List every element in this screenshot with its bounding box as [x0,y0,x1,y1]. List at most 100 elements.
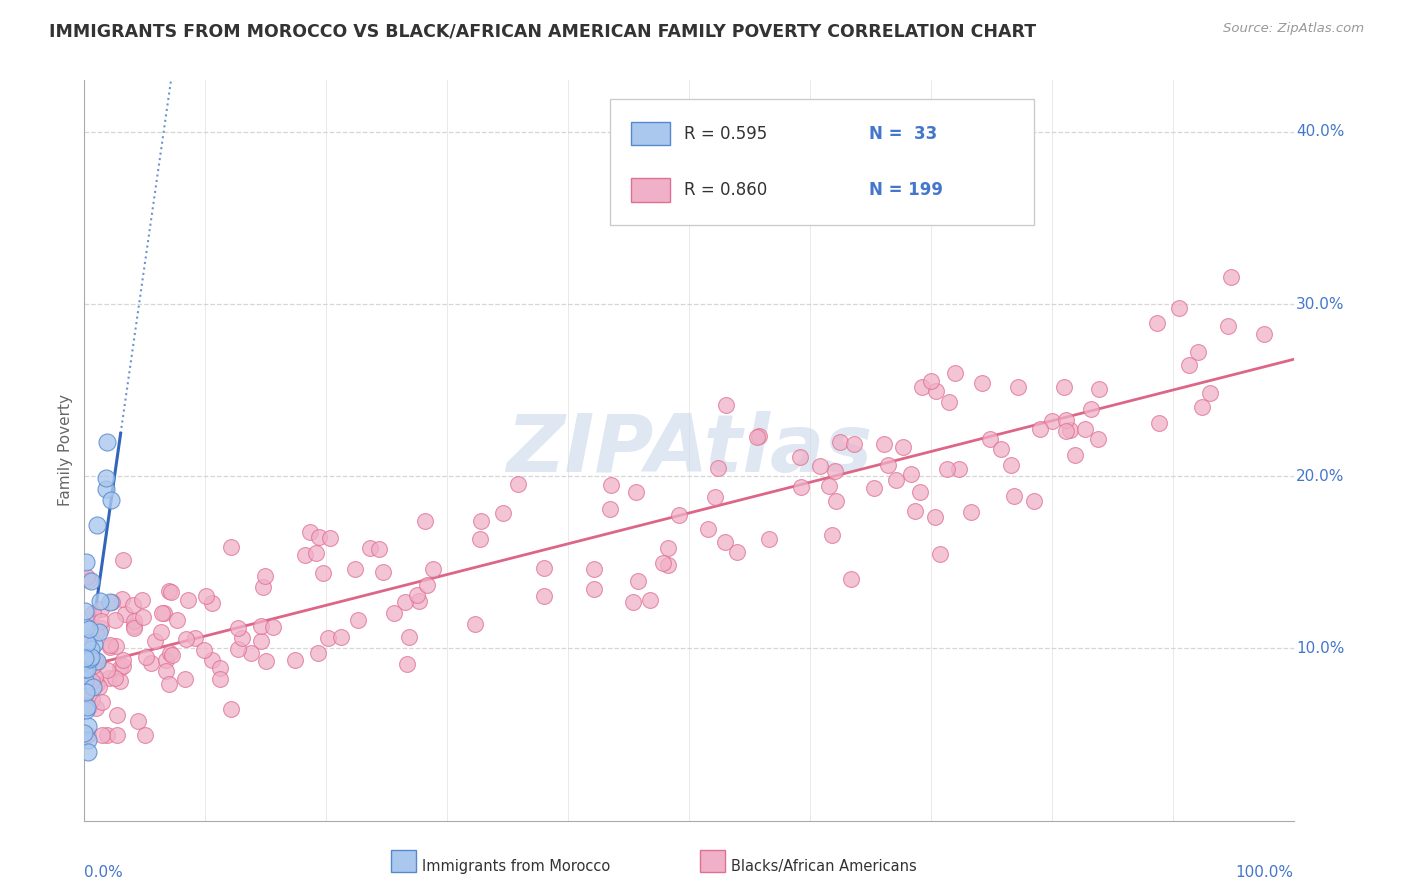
Point [153,607,176,621]
Point [307,646,329,660]
Point [75,685,97,699]
Point [1177,358,1199,372]
Point [359,541,381,556]
Point [150,606,173,620]
Point [90,727,112,741]
Point [842,437,865,451]
Point [329,630,352,644]
Point [174,632,197,647]
Point [668,508,690,523]
Point [131,592,153,607]
Point [75,702,97,716]
Point [177,592,200,607]
Point [124,619,146,633]
Point [1199,386,1222,401]
Point [208,661,231,675]
Point [201,596,224,610]
Point [1000,458,1022,472]
Point [790,480,813,494]
Point [862,482,884,496]
Point [82,674,104,689]
Point [1054,425,1077,439]
Point [904,504,927,518]
Point [347,613,370,627]
Point [75,689,97,703]
Point [583,562,606,576]
Point [110,661,132,675]
Point [600,478,623,492]
Point [86,626,108,640]
Point [1187,344,1209,359]
Point [75,604,97,618]
Point [97,671,120,685]
Point [77,622,100,636]
Point [193,643,215,657]
Text: Source: ZipAtlas.com: Source: ZipAtlas.com [1223,22,1364,36]
Point [704,491,727,505]
Point [96,434,118,449]
Point [80,574,103,588]
Bar [631,121,669,145]
Point [77,727,100,741]
Point [80,649,103,664]
Point [972,376,994,390]
Text: N =  33: N = 33 [869,125,938,143]
Point [77,634,100,648]
Point [96,727,118,741]
Point [96,664,118,678]
Point [98,638,121,652]
Point [1080,401,1102,416]
Point [84,652,107,666]
Point [73,726,96,740]
Point [877,458,900,472]
Point [900,467,922,481]
Point [249,634,271,648]
Point [80,692,103,706]
Point [84,701,107,715]
Text: 30.0%: 30.0% [1296,297,1344,311]
Point [160,585,183,599]
Point [745,429,768,443]
Point [84,670,107,684]
Point [283,653,305,667]
Point [100,492,122,507]
Point [240,646,263,660]
Point [408,594,430,608]
Point [76,745,98,759]
Point [111,592,134,607]
Point [82,606,104,620]
Point [112,553,135,567]
Bar [631,178,669,202]
Point [82,680,104,694]
Point [319,531,342,545]
Point [228,621,250,635]
Point [159,646,181,660]
Point [75,654,97,668]
Point [98,640,121,655]
Point [1191,401,1213,415]
Text: R = 0.595: R = 0.595 [685,125,768,143]
Point [231,631,253,645]
Text: Blacks/African Americans: Blacks/African Americans [731,859,917,873]
Point [105,707,128,722]
Point [76,727,98,741]
Point [127,714,149,729]
Point [155,653,177,667]
Point [638,592,661,607]
Point [84,677,107,691]
Point [413,515,436,529]
Point [96,482,118,496]
Point [492,506,515,520]
Point [87,625,110,640]
Point [935,462,957,476]
Point [312,566,335,581]
Y-axis label: Family Poverty: Family Poverty [58,394,73,507]
Point [184,631,207,645]
Point [219,540,242,554]
Point [75,555,97,569]
Point [398,630,420,644]
Text: ZIPAtlas: ZIPAtlas [506,411,872,490]
Point [394,595,416,609]
Point [911,380,934,394]
Point [149,625,172,640]
